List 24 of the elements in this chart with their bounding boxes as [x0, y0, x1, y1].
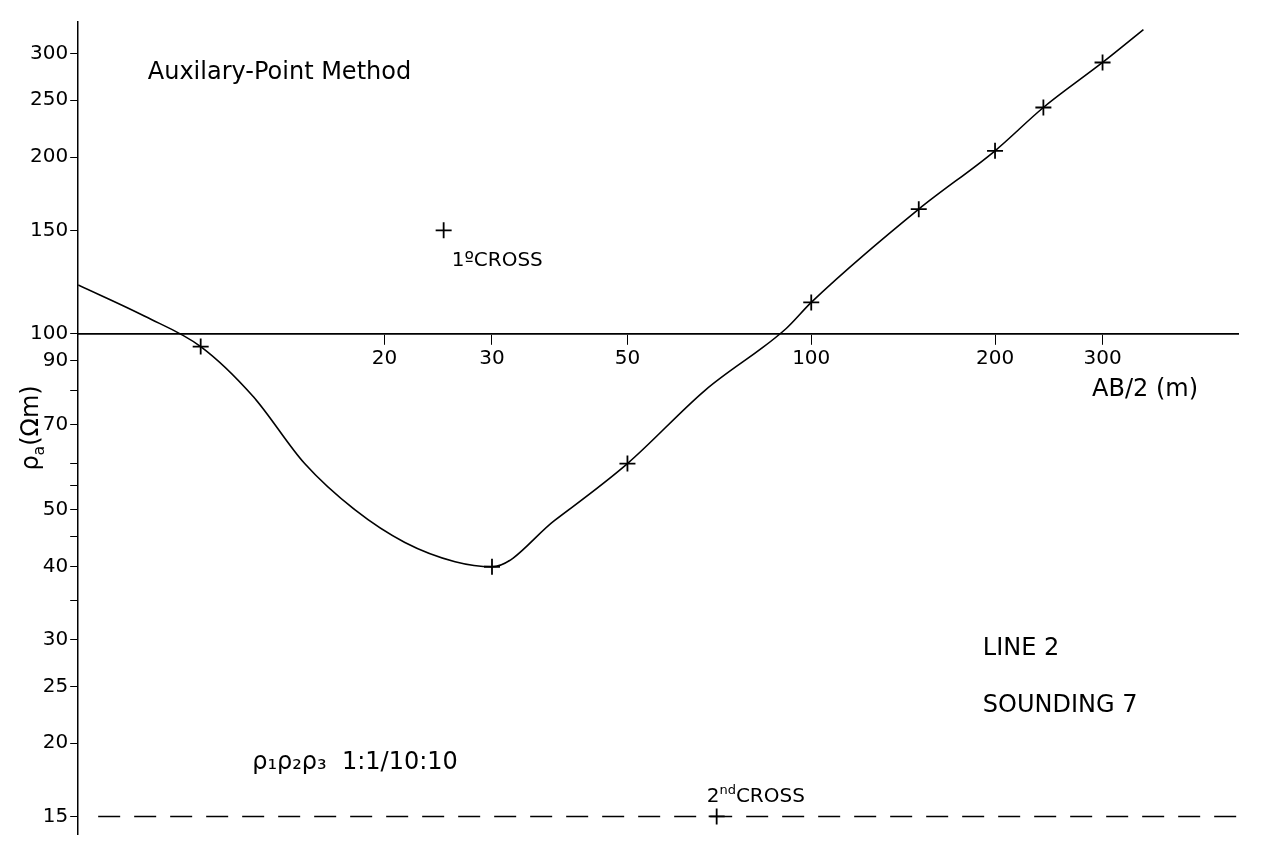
annotation: SOUNDING 7 [982, 690, 1138, 719]
x-tick-label: 200 [975, 344, 1015, 369]
y-tick-label: 50 [42, 496, 69, 521]
x-axis-title: AB/2 (m) [1092, 373, 1199, 402]
y-tick-label: 40 [42, 552, 69, 577]
y-tick-label: 15 [42, 802, 69, 827]
y-tick-label: 200 [29, 143, 69, 168]
y-tick-label: 20 [42, 729, 69, 754]
y-tick-label: 90 [42, 346, 69, 371]
y-tick-label: 150 [29, 216, 69, 241]
x-tick-label: 30 [479, 344, 505, 369]
x-tick-label: 100 [792, 344, 831, 369]
y-tick-label: 25 [42, 672, 69, 697]
x-tick-label: 300 [1083, 344, 1122, 369]
y-tick-label: 100 [29, 319, 69, 344]
annotation: LINE 2 [982, 633, 1060, 662]
annotation: Auxilary-Point Method [147, 56, 412, 85]
y-tick-label: 30 [42, 626, 69, 651]
annotation: 1ºCROSS [451, 247, 543, 272]
annotation: ρ₁ρ₂ρ₃ 1:1/10:10 [252, 747, 458, 776]
x-tick-label: 20 [371, 344, 398, 369]
y-tick-label: 300 [29, 40, 69, 65]
y-tick-label: 250 [29, 86, 69, 111]
x-tick-label: 50 [614, 344, 641, 369]
